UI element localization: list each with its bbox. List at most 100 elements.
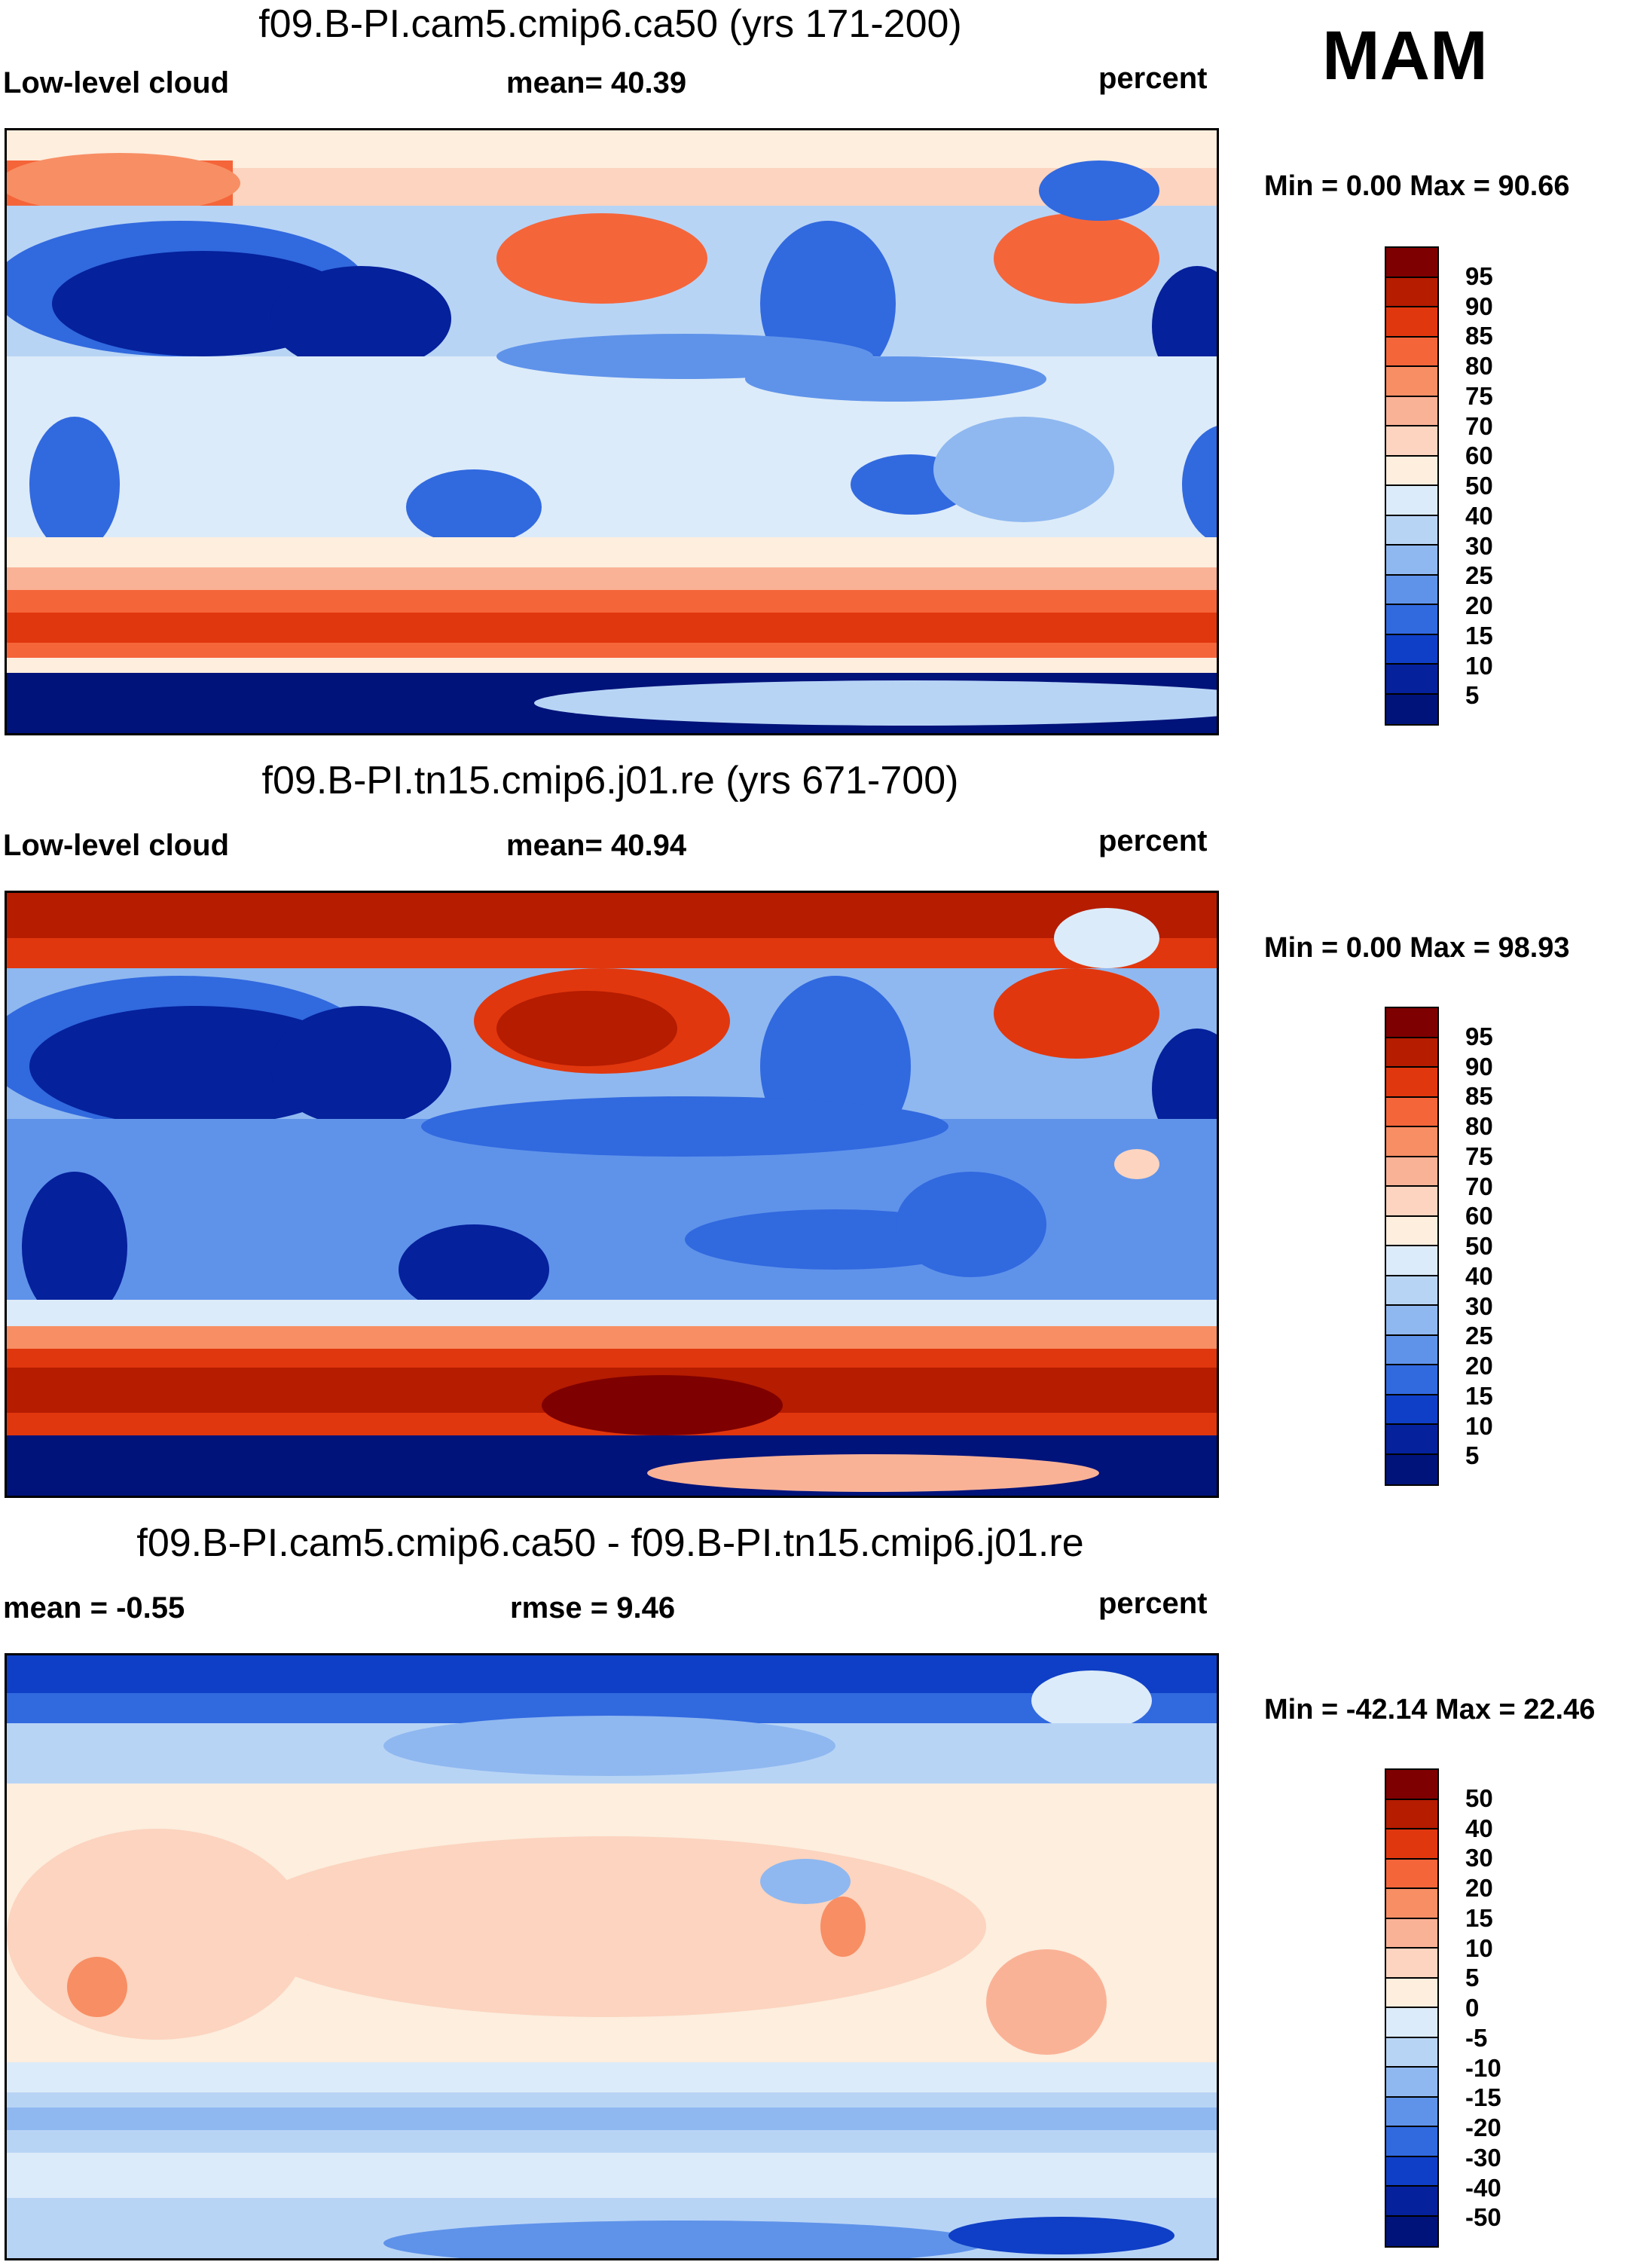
colorbar-1-label: 50	[1465, 472, 1493, 500]
colorbar-1-box-10	[1386, 634, 1437, 665]
colorbar-2-label: 25	[1465, 1322, 1493, 1350]
colorbar-2	[1385, 1007, 1439, 1486]
colorbar-2-box-85	[1386, 1068, 1437, 1098]
colorbar-2-label: 5	[1465, 1441, 1480, 1470]
colorbar-1-box-85	[1386, 307, 1437, 338]
colorbar-3-label: 10	[1465, 1933, 1493, 1962]
colorbar-1-label: 30	[1465, 531, 1493, 560]
colorbar-2-box-90	[1386, 1038, 1437, 1068]
colorbar-1-label: 60	[1465, 442, 1493, 470]
panel-2-units-label: percent	[1098, 824, 1208, 857]
colorbar-3-box-5	[1386, 1949, 1437, 1979]
colorbar-1-label: 5	[1465, 681, 1480, 710]
colorbar-1-label: 10	[1465, 651, 1493, 680]
season-label: MAM	[1322, 17, 1488, 94]
colorbar-3-label: -10	[1465, 2053, 1501, 2082]
colorbar-3-box-15	[1386, 1889, 1437, 1919]
colorbar-1	[1385, 246, 1439, 726]
colorbar-1-box-20	[1386, 575, 1437, 605]
panel-2-variable-label: Low-level cloud	[3, 829, 230, 862]
colorbar-1-box-5	[1386, 665, 1437, 695]
colorbar-3-box-bottom	[1386, 2216, 1437, 2246]
colorbar-1-label: 25	[1465, 561, 1493, 590]
colorbar-1-label: 85	[1465, 322, 1493, 350]
colorbar-3-box-40	[1386, 1799, 1437, 1829]
colorbar-2-label: 70	[1465, 1172, 1493, 1200]
colorbar-3-label: 0	[1465, 1994, 1480, 2022]
panel-1-min-max: Min = 0.00 Max = 90.66	[1264, 170, 1570, 202]
colorbar-1-box-60	[1386, 426, 1437, 457]
colorbar-3-box-20	[1386, 1859, 1437, 1889]
panel-3-mean-label: mean = -0.55	[3, 1591, 185, 1625]
colorbar-1-box-80	[1386, 337, 1437, 367]
colorbar-3-box-neg10	[1386, 2037, 1437, 2068]
colorbar-1-box-30	[1386, 515, 1437, 546]
colorbar-2-box-70	[1386, 1157, 1437, 1187]
colorbar-1-box-95	[1386, 248, 1437, 278]
colorbar-2-label: 40	[1465, 1261, 1493, 1290]
colorbar-2-box-30	[1386, 1276, 1437, 1306]
colorbar-2-box-95	[1386, 1008, 1437, 1038]
colorbar-1-box-15	[1386, 605, 1437, 635]
colorbar-2-label: 20	[1465, 1352, 1493, 1380]
colorbar-3-label: -5	[1465, 2023, 1488, 2052]
colorbar-1-box-70	[1386, 396, 1437, 426]
panel-1-title: f09.B-PI.cam5.cmip6.ca50 (yrs 171-200)	[258, 2, 962, 46]
colorbar-3-box-neg20	[1386, 2097, 1437, 2127]
panel-2-title: f09.B-PI.tn15.cmip6.j01.re (yrs 671-700)	[261, 759, 959, 802]
panel-1-variable-label: Low-level cloud	[3, 66, 230, 99]
colorbar-2-label: 50	[1465, 1232, 1493, 1260]
colorbar-3-label: 50	[1465, 1784, 1493, 1812]
colorbar-3-label: 30	[1465, 1844, 1493, 1872]
colorbar-2-label: 30	[1465, 1291, 1493, 1320]
colorbar-1-label: 70	[1465, 411, 1493, 440]
colorbar-3-label: -50	[1465, 2203, 1501, 2232]
colorbar-2-label: 75	[1465, 1142, 1493, 1170]
colorbar-2-box-10	[1386, 1395, 1437, 1425]
panel-2-mean-label: mean= 40.94	[506, 829, 687, 862]
colorbar-1-label: 75	[1465, 381, 1493, 410]
colorbar-1-box-40	[1386, 486, 1437, 516]
colorbar-2-box-40	[1386, 1246, 1437, 1276]
colorbar-1-label: 20	[1465, 591, 1493, 619]
panel-2-min-max: Min = 0.00 Max = 98.93	[1264, 932, 1570, 964]
colorbar-1-box-bottom	[1386, 694, 1437, 724]
colorbar-2-label: 90	[1465, 1052, 1493, 1081]
colorbar-1-label: 95	[1465, 261, 1493, 290]
colorbar-2-box-5	[1386, 1425, 1437, 1455]
colorbar-2-box-80	[1386, 1097, 1437, 1127]
panel-1-mean-label: mean= 40.39	[506, 66, 687, 99]
colorbar-2-box-50	[1386, 1216, 1437, 1246]
colorbar-1-box-90	[1386, 277, 1437, 307]
colorbar-2-label: 95	[1465, 1022, 1493, 1050]
panel-1-map	[5, 128, 1219, 735]
colorbar-3-label: -30	[1465, 2143, 1501, 2172]
colorbar-3-label: 20	[1465, 1874, 1493, 1902]
colorbar-3-label: -40	[1465, 2173, 1501, 2202]
panel-3-units-label: percent	[1098, 1587, 1208, 1620]
colorbar-3-box-neg40	[1386, 2156, 1437, 2187]
colorbar-2-box-20	[1386, 1335, 1437, 1365]
colorbar-3-box-50	[1386, 1770, 1437, 1800]
colorbar-1-label: 40	[1465, 501, 1493, 530]
colorbar-3-label: -15	[1465, 2083, 1501, 2112]
colorbar-3-box-30	[1386, 1829, 1437, 1860]
panel-3-rmse-label: rmse = 9.46	[510, 1591, 676, 1625]
colorbar-3	[1385, 1768, 1439, 2248]
colorbar-2-label: 60	[1465, 1202, 1493, 1230]
colorbar-3-box-neg5	[1386, 2008, 1437, 2038]
colorbar-3-label: -20	[1465, 2114, 1501, 2141]
colorbar-2-box-15	[1386, 1365, 1437, 1395]
panel-3-min-max: Min = -42.14 Max = 22.46	[1264, 1694, 1596, 1725]
colorbar-2-label: 10	[1465, 1411, 1493, 1440]
colorbar-3-box-neg15	[1386, 2068, 1437, 2098]
colorbar-1-box-75	[1386, 367, 1437, 397]
colorbar-2-label: 85	[1465, 1082, 1493, 1111]
panel-3-title: f09.B-PI.cam5.cmip6.ca50 - f09.B-PI.tn15…	[136, 1521, 1084, 1565]
panel-1-units-label: percent	[1098, 62, 1208, 95]
colorbar-1-box-25	[1386, 546, 1437, 576]
colorbar-2-box-75	[1386, 1127, 1437, 1157]
colorbar-2-box-25	[1386, 1306, 1437, 1336]
colorbar-2-label: 15	[1465, 1381, 1493, 1410]
colorbar-3-label: 40	[1465, 1814, 1493, 1842]
